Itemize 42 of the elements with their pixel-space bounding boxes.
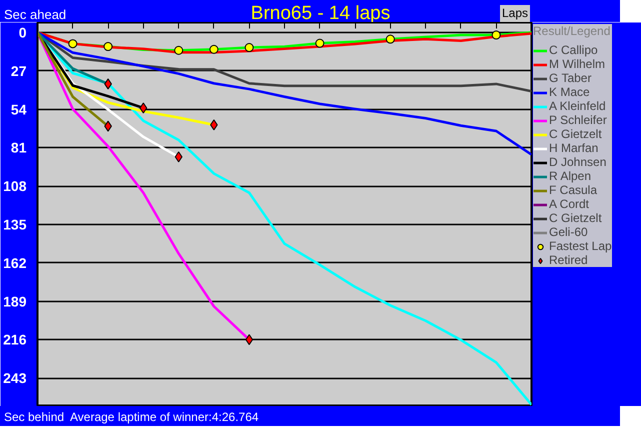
x-axis-title: Laps (500, 5, 530, 22)
y-tick-label: 135 (3, 216, 27, 232)
y-tick-label: 243 (3, 370, 27, 386)
legend-label: F Casula (549, 183, 598, 197)
legend-label: Fastest Lap (549, 239, 612, 253)
legend-label: C Gietzelt (549, 211, 602, 225)
y-tick-label: 108 (3, 178, 27, 194)
legend-label: C Gietzelt (549, 127, 602, 141)
legend-label: P Schleifer (549, 113, 607, 127)
text: Sec behind (4, 409, 64, 426)
y-tick-label: 0 (18, 24, 27, 40)
y-tick-label: 162 (3, 254, 27, 271)
legend-label: G Taber (549, 71, 592, 85)
y-tick-label: 27 (10, 62, 27, 79)
legend-label: A Kleinfeld (549, 99, 606, 113)
point (174, 46, 184, 55)
legend-label: D Johnsen (549, 155, 606, 169)
legend-label: M Wilhelm (549, 57, 605, 71)
point (315, 38, 324, 48)
y-tick-label: 216 (3, 332, 27, 348)
legend-label: H Marfan (549, 141, 598, 155)
legend-label: Retired (549, 253, 588, 267)
point (104, 42, 113, 52)
point (68, 39, 78, 48)
legend-label: R Alpen (549, 169, 592, 183)
point (245, 334, 254, 346)
point (386, 34, 395, 44)
legend-title: Result/Legend (533, 24, 612, 38)
text: Sec ahead (4, 6, 66, 24)
point (244, 43, 254, 52)
point (492, 30, 501, 40)
y-tick-label: 54 (10, 101, 27, 118)
y-tick-label: 189 (3, 293, 27, 310)
y-tick-label: 81 (10, 140, 27, 156)
legend-label: C Callipo (549, 43, 598, 57)
legend-label: K Mace (549, 85, 590, 99)
text: Average laptime of winner:4:26.764 (70, 409, 259, 426)
legend-label: Geli-60 (549, 225, 588, 239)
chart-title: Brno65 - 14 laps (250, 3, 390, 24)
legend-label: A Cordt (549, 197, 590, 211)
point (209, 44, 218, 54)
line-series (38, 31, 532, 156)
